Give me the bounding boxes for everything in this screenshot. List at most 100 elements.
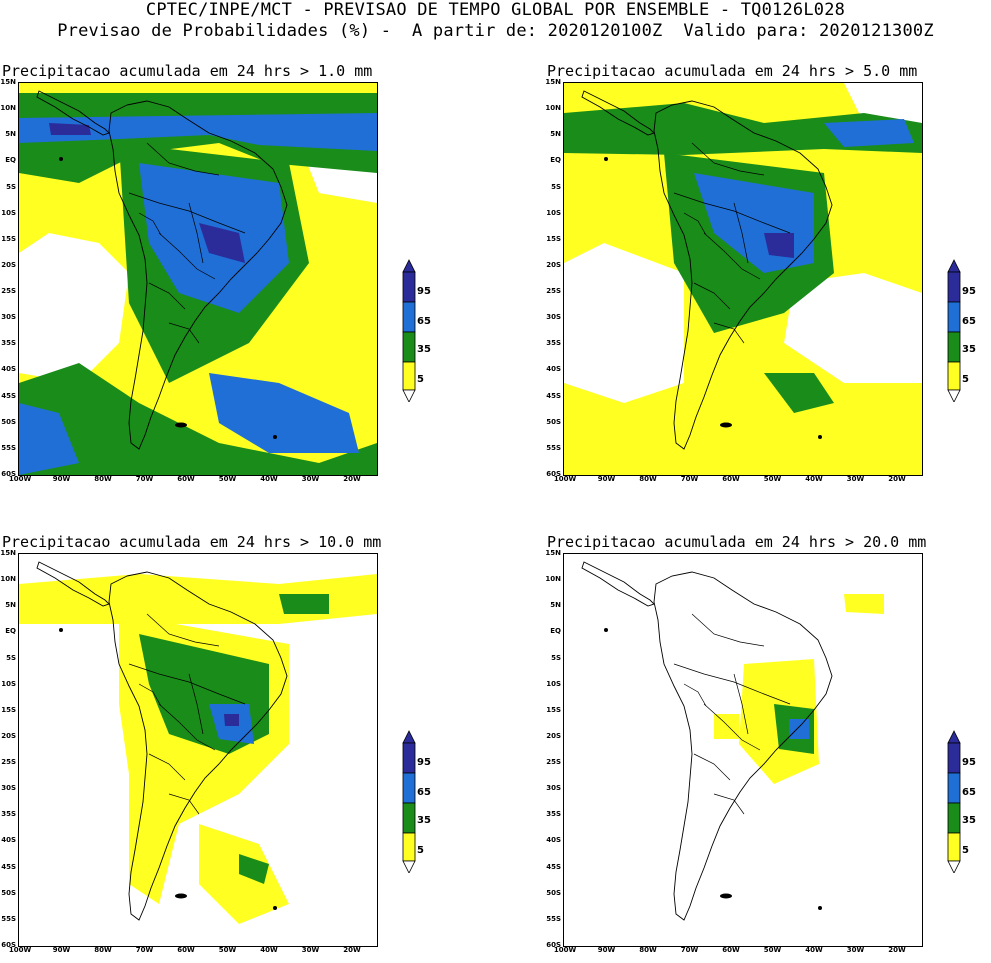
colorbar-upper-triangle [947, 259, 961, 273]
country-border [146, 613, 220, 647]
colorbar-segment-c5 [947, 361, 961, 391]
colorbar-level-label: 95 [417, 757, 431, 768]
country-border [691, 613, 765, 647]
latitude-tick-label: 10S [1, 208, 16, 217]
latitude-tick-label: 10N [545, 104, 561, 113]
probability-colorbar: 95 65 35 5 [401, 252, 441, 403]
longitude-tick-label: 30W [301, 946, 320, 954]
longitude-tick-label: 60W [722, 475, 740, 483]
latitude-tick-label: 10S [546, 208, 561, 217]
country-border [693, 282, 731, 310]
country-border [148, 282, 186, 310]
country-border [673, 192, 791, 234]
colorbar-level-label: 5 [962, 374, 969, 385]
colorbar-lower-triangle [402, 389, 416, 403]
probability-colorbar: 95 65 35 5 [401, 723, 441, 874]
latitude-tick-label: 25S [546, 758, 561, 767]
colorbar-level-label: 65 [962, 316, 976, 327]
latitude-axis: 15N 10N 5N EQ 5S 10S 15S 20S 25S 30S 35S 40S 45S 50S 5… [545, 549, 563, 949]
map-panel-3: Precipitacao acumulada em 24 hrs > 10.0 … [0, 533, 450, 963]
latitude-tick-label: 60S [1, 470, 16, 478]
longitude-tick-label: 70W [135, 475, 154, 483]
probability-region-c5 [844, 594, 884, 614]
longitude-axis: 100W 90W 80W 70W 60W 50W 40W 30W 20W [9, 475, 378, 487]
south-georgia-island [273, 435, 277, 439]
latitude-tick-label: 60S [546, 941, 561, 949]
colorbar-segment-c65 [402, 772, 416, 804]
latitude-tick-label: 25S [546, 287, 561, 296]
south-georgia-island [818, 906, 822, 910]
coastline-central-america [36, 561, 110, 607]
country-border [128, 192, 246, 234]
latitude-tick-label: 10S [1, 679, 16, 688]
longitude-tick-label: 70W [680, 946, 699, 954]
longitude-tick-label: 100W [8, 475, 32, 483]
latitude-tick-label: 40S [546, 365, 561, 374]
probability-region-c95 [199, 223, 245, 263]
latitude-tick-label: 35S [1, 810, 16, 819]
colorbar-segment-c35 [947, 331, 961, 363]
colorbar-segment-c95 [947, 742, 961, 774]
south-georgia-island [273, 906, 277, 910]
country-border [733, 202, 749, 264]
latitude-tick-label: EQ [5, 627, 16, 636]
map-panel-1: Precipitacao acumulada em 24 hrs > 1.0 m… [0, 62, 450, 492]
country-border [168, 322, 200, 344]
south-georgia-island [818, 435, 822, 439]
latitude-tick-label: 55S [546, 443, 561, 452]
colorbar-level-label: 5 [417, 374, 424, 385]
probability-region-c95 [224, 714, 239, 726]
longitude-tick-label: 80W [94, 475, 112, 483]
longitude-axis: 100W 90W 80W 70W 60W 50W 40W 30W 20W [554, 946, 923, 958]
latitude-axis: 15N 10N 5N EQ 5S 10S 15S 20S 25S 30S 35S 40S 45S 50S 5… [545, 78, 563, 478]
latitude-tick-label: EQ [550, 156, 561, 165]
latitude-tick-label: 60S [546, 470, 561, 478]
probability-region-c95 [49, 123, 91, 135]
longitude-tick-label: 40W [260, 475, 278, 483]
longitude-tick-label: 70W [135, 946, 154, 954]
colorbar-level-label: 35 [962, 815, 976, 826]
probability-region-c65 [789, 719, 809, 739]
colorbar-graphic [402, 730, 416, 874]
latitude-tick-label: 50S [1, 888, 16, 897]
longitude-tick-label: 40W [805, 946, 823, 954]
longitude-tick-label: 30W [846, 475, 865, 483]
longitude-axis: 100W 90W 80W 70W 60W 50W 40W 30W 20W [554, 475, 923, 487]
latitude-tick-label: 40S [1, 365, 16, 374]
colorbar-segment-c35 [402, 331, 416, 363]
galapagos-islands [59, 157, 63, 161]
map-graphic [19, 83, 377, 475]
latitude-tick-label: 20S [546, 260, 561, 269]
longitude-tick-label: 20W [343, 475, 361, 483]
latitude-tick-label: 15N [545, 549, 561, 557]
probability-colorbar: 95 65 35 5 [946, 252, 986, 403]
country-border [188, 202, 204, 264]
longitude-tick-label: 70W [680, 475, 699, 483]
probability-region-c0 [784, 273, 922, 383]
falkland-islands [720, 893, 732, 899]
latitude-tick-label: 10N [545, 575, 561, 584]
longitude-tick-label: 40W [805, 475, 823, 483]
colorbar-segment-c5 [947, 832, 961, 862]
probability-map [18, 82, 378, 476]
longitude-tick-label: 50W [763, 475, 782, 483]
probability-region-c5 [714, 714, 739, 739]
probability-region-c0 [19, 233, 129, 383]
longitude-tick-label: 20W [888, 946, 906, 954]
country-border [683, 212, 707, 236]
probability-region-c0 [564, 554, 922, 946]
map-graphic [19, 554, 377, 946]
coastline-south-america [653, 571, 833, 921]
map-panel-2: Precipitacao acumulada em 24 hrs > 5.0 m… [545, 62, 991, 492]
latitude-tick-label: 40S [1, 836, 16, 845]
colorbar-level-label: 5 [962, 845, 969, 856]
probability-region-c0 [844, 83, 922, 123]
longitude-tick-label: 90W [597, 475, 616, 483]
latitude-tick-label: EQ [5, 156, 16, 165]
latitude-tick-label: 15S [1, 234, 16, 243]
colorbar-segment-c95 [947, 271, 961, 303]
country-border [158, 703, 216, 751]
colorbar-level-label: 95 [417, 286, 431, 297]
latitude-tick-label: 5N [550, 130, 561, 139]
country-border [703, 703, 761, 751]
